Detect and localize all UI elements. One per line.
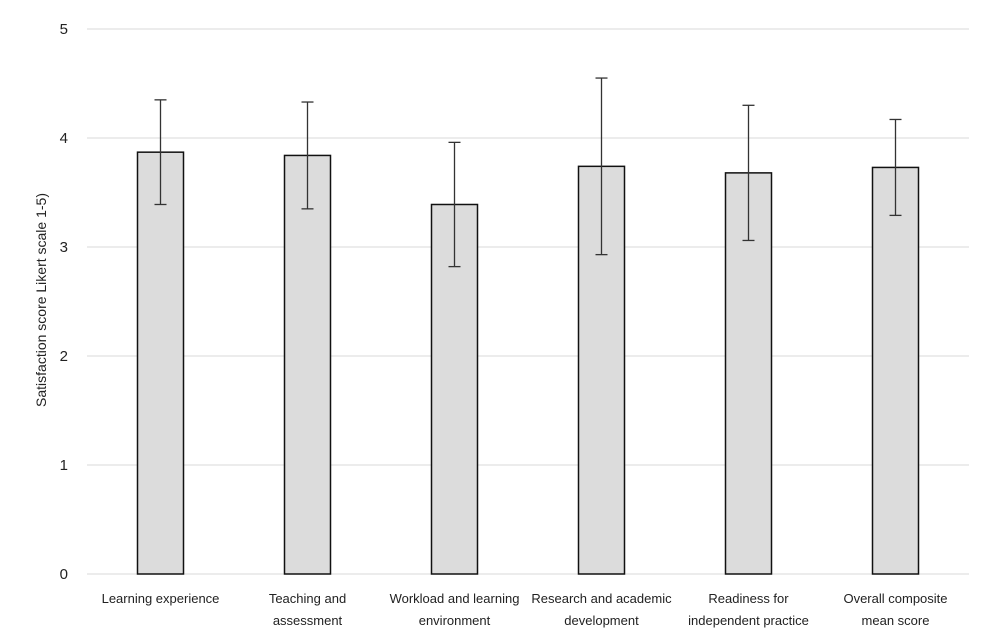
x-category-label-line: Workload and learning xyxy=(390,591,520,606)
x-category-label: Research and academic development xyxy=(531,591,672,628)
x-category-label: Overall composite mean score xyxy=(843,591,947,628)
error-bar xyxy=(448,141,461,268)
x-axis-categories: Learning experience Teaching and assessmen… xyxy=(102,591,948,628)
bar xyxy=(871,166,920,575)
x-category-label: Learning experience xyxy=(102,591,220,606)
bar xyxy=(283,154,332,575)
x-category-label-line: Learning experience xyxy=(102,591,220,606)
x-category-label-line: mean score xyxy=(862,613,930,628)
y-tick-label: 3 xyxy=(60,239,68,256)
x-category-label: Workload and learning environment xyxy=(390,591,520,628)
y-axis-title: Satisfaction score Likert scale 1-5) xyxy=(33,193,49,407)
x-category-label-line: Teaching and xyxy=(269,591,346,606)
error-bar xyxy=(889,118,902,217)
y-tick-label: 5 xyxy=(60,21,68,38)
bar xyxy=(136,151,185,575)
y-tick-label: 2 xyxy=(60,348,68,365)
error-bar xyxy=(595,77,608,256)
error-bar-layer xyxy=(154,77,902,268)
x-category-label-line: environment xyxy=(419,613,491,628)
x-category-label-line: independent practice xyxy=(688,613,809,628)
x-category-label-line: Overall composite xyxy=(843,591,947,606)
bar-layer xyxy=(136,151,920,575)
x-category-label-line: assessment xyxy=(273,613,343,628)
y-tick-label: 4 xyxy=(60,130,68,147)
y-tick-label: 1 xyxy=(60,457,68,474)
error-bar xyxy=(301,101,314,210)
x-category-label-line: Readiness for xyxy=(708,591,789,606)
grid-layer xyxy=(87,28,969,575)
x-category-label: Readiness for independent practice xyxy=(688,591,809,628)
y-tick-label: 0 xyxy=(60,566,68,583)
x-category-label-line: development xyxy=(564,613,639,628)
error-bar xyxy=(742,104,755,242)
error-bar xyxy=(154,99,167,206)
x-category-label-line: Research and academic xyxy=(531,591,672,606)
x-category-label: Teaching and assessment xyxy=(269,591,346,628)
y-axis-ticks: 0 1 2 3 4 5 xyxy=(60,21,68,583)
